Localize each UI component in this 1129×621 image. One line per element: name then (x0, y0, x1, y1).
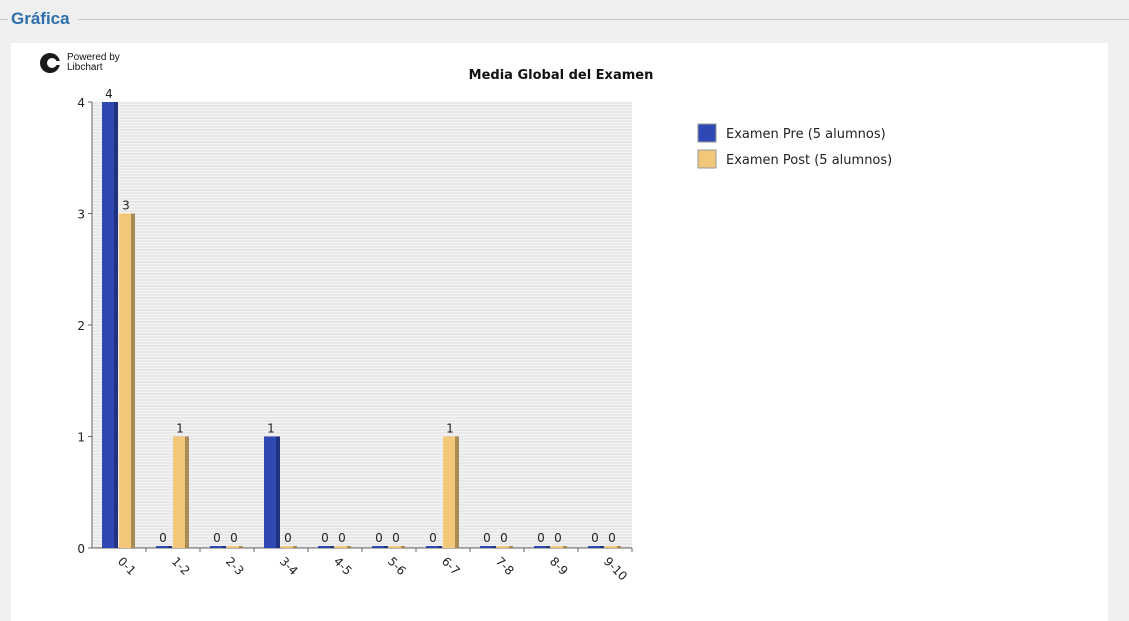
bar-pre (210, 546, 222, 548)
bar-post (227, 546, 239, 548)
x-tick-label: 7-8 (493, 554, 517, 578)
powered-by-badge: Powered by Libchart (38, 51, 120, 75)
data-label: 0 (213, 531, 221, 545)
bar-side (347, 546, 351, 548)
data-label: 0 (392, 531, 400, 545)
bar-post (173, 436, 185, 548)
bar-pre (318, 546, 330, 548)
y-tick-label: 0 (77, 542, 85, 556)
bar-pre (426, 546, 438, 548)
data-label: 0 (500, 531, 508, 545)
bar-side (401, 546, 405, 548)
bar-side (185, 436, 189, 548)
chart-title: Media Global del Examen (469, 68, 654, 83)
bar-pre (264, 436, 276, 548)
data-label: 0 (429, 531, 437, 545)
bar-post (551, 546, 563, 548)
legend-swatch (697, 123, 717, 143)
y-tick-label: 3 (77, 208, 85, 222)
data-label: 0 (483, 531, 491, 545)
bar-pre (102, 102, 114, 548)
bar-side (563, 546, 567, 548)
bar-post (497, 546, 509, 548)
data-label: 0 (159, 531, 167, 545)
bar-pre (588, 546, 600, 548)
bar-side (438, 546, 442, 548)
data-label: 4 (105, 87, 113, 101)
data-label: 3 (122, 199, 130, 213)
bar-side (222, 546, 226, 548)
x-tick-label: 9-10 (601, 554, 630, 583)
bar-post (281, 546, 293, 548)
data-label: 0 (321, 531, 329, 545)
bar-post (389, 546, 401, 548)
bar-pre (372, 546, 384, 548)
legend-label: Examen Pre (5 alumnos) (726, 127, 886, 142)
bar-side (276, 436, 280, 548)
bar-side (617, 546, 621, 548)
bar-post (335, 546, 347, 548)
bar-pre (156, 546, 168, 548)
bar-side (455, 436, 459, 548)
libchart-logo-icon (40, 53, 62, 73)
x-tick-label: 3-4 (277, 554, 301, 578)
bar-post (443, 436, 455, 548)
data-label: 1 (176, 422, 184, 436)
y-tick-label: 4 (77, 96, 85, 110)
x-tick-label: 5-6 (385, 554, 409, 578)
x-tick-label: 1-2 (169, 554, 193, 578)
fieldset-border (78, 19, 1129, 20)
data-label: 0 (554, 531, 562, 545)
bar-side (546, 546, 550, 548)
legend-label: Examen Post (5 alumnos) (726, 153, 892, 168)
x-tick-label: 0-1 (115, 554, 139, 578)
fieldset-border-left (0, 19, 8, 20)
data-label: 0 (537, 531, 545, 545)
y-tick-label: 1 (77, 431, 85, 445)
bar-side (600, 546, 604, 548)
data-label: 0 (375, 531, 383, 545)
data-label: 0 (230, 531, 238, 545)
bar-post (605, 546, 617, 548)
bar-pre (480, 546, 492, 548)
x-tick-label: 2-3 (223, 554, 247, 578)
x-tick-label: 6-7 (439, 554, 463, 578)
bar-post (119, 213, 131, 548)
powered-by-line1: Powered by (67, 52, 120, 63)
y-tick-label: 2 (77, 319, 85, 333)
section-title: Gráfica (11, 9, 70, 28)
bar-side (293, 546, 297, 548)
data-label: 0 (608, 531, 616, 545)
data-label: 1 (267, 422, 275, 436)
data-label: 0 (338, 531, 346, 545)
data-label: 0 (591, 531, 599, 545)
x-tick-label: 4-5 (331, 554, 355, 578)
powered-by-line2: Libchart (67, 62, 103, 73)
data-label: 1 (446, 422, 454, 436)
bar-side (492, 546, 496, 548)
bar-side (384, 546, 388, 548)
bar-side (239, 546, 243, 548)
bar-side (114, 102, 118, 548)
bar-side (168, 546, 172, 548)
bar-pre (534, 546, 546, 548)
bar-side (509, 546, 513, 548)
bar-side (330, 546, 334, 548)
x-tick-label: 8-9 (547, 554, 571, 578)
legend-swatch (697, 149, 717, 169)
data-label: 0 (284, 531, 292, 545)
bar-side (131, 213, 135, 548)
